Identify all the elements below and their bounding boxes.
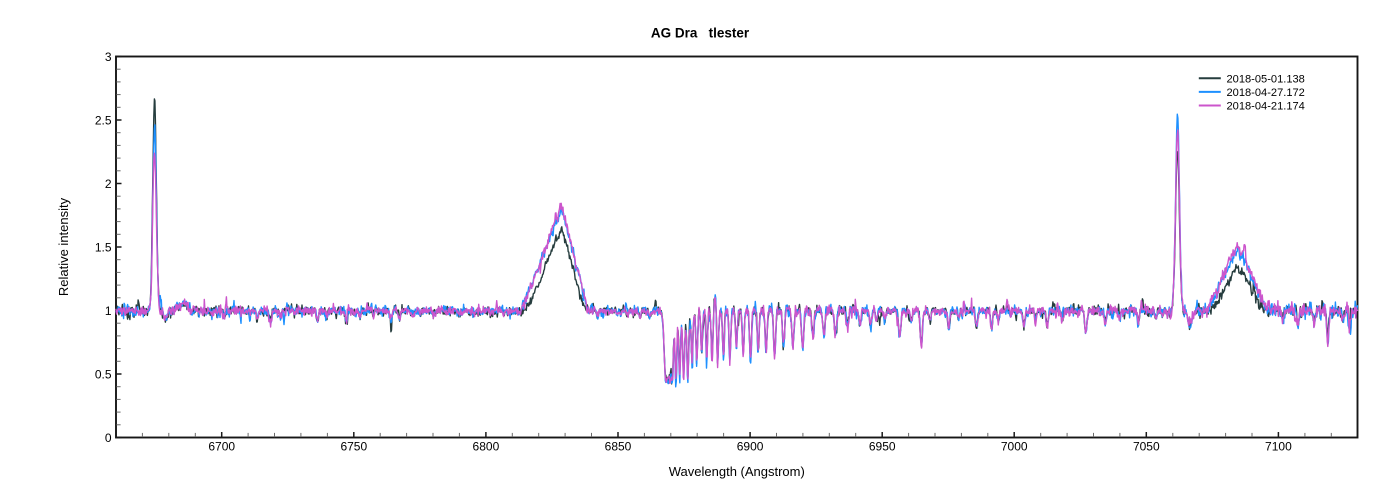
svg-text:6800: 6800 (473, 440, 500, 454)
svg-text:7100: 7100 (1265, 440, 1292, 454)
svg-text:7050: 7050 (1133, 440, 1160, 454)
svg-text:2.5: 2.5 (95, 113, 112, 127)
svg-text:Wavelength (Angstrom): Wavelength (Angstrom) (669, 464, 805, 479)
svg-text:3: 3 (105, 50, 112, 64)
svg-text:0: 0 (105, 431, 112, 445)
svg-text:1.5: 1.5 (95, 240, 112, 254)
svg-text:2: 2 (105, 177, 112, 191)
svg-text:AG Dra tlester: AG Dra tlester (651, 26, 750, 41)
svg-text:Relative intensity: Relative intensity (56, 197, 71, 296)
svg-text:6850: 6850 (605, 440, 632, 454)
svg-text:6900: 6900 (737, 440, 764, 454)
svg-text:0.5: 0.5 (95, 367, 112, 381)
svg-text:7000: 7000 (1001, 440, 1028, 454)
svg-text:2018-04-21.174: 2018-04-21.174 (1227, 101, 1305, 113)
svg-text:6700: 6700 (208, 440, 235, 454)
svg-text:1: 1 (105, 304, 112, 318)
svg-text:6950: 6950 (869, 440, 896, 454)
svg-text:6750: 6750 (340, 440, 367, 454)
svg-text:2018-04-27.172: 2018-04-27.172 (1227, 87, 1305, 99)
svg-text:2018-05-01.138: 2018-05-01.138 (1227, 73, 1305, 85)
